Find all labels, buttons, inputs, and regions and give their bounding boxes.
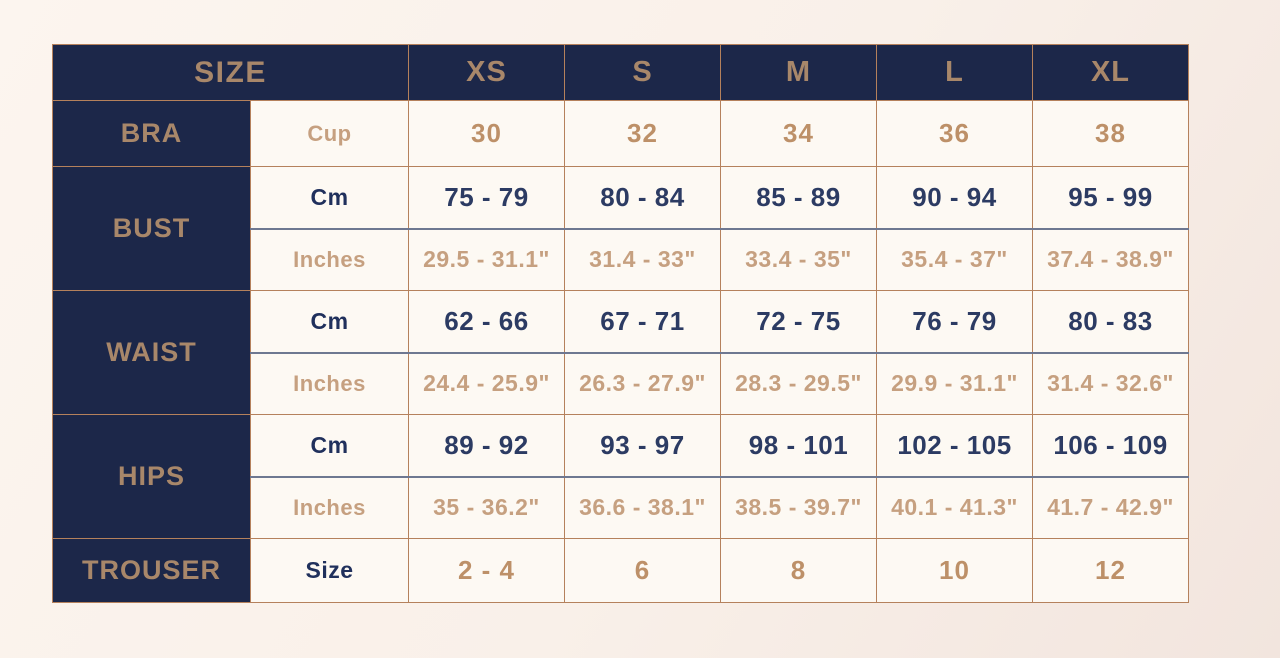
value-cell: 8 xyxy=(720,538,877,603)
sublabel-inches: Inches xyxy=(250,475,409,539)
value-cell: 38.5 - 39.7" xyxy=(720,475,877,539)
value-cell: 10 xyxy=(876,538,1033,603)
group-label-bra: BRA xyxy=(52,100,251,167)
group-label-waist: WAIST xyxy=(52,290,251,415)
value-cell: 40.1 - 41.3" xyxy=(876,475,1033,539)
value-cell: 29.9 - 31.1" xyxy=(876,351,1033,415)
group-label-bust: BUST xyxy=(52,166,251,291)
sublabel-size: Size xyxy=(250,538,409,603)
value-cell: 36.6 - 38.1" xyxy=(564,475,721,539)
value-cell: 106 - 109 xyxy=(1032,414,1189,477)
value-cell: 35 - 36.2" xyxy=(408,475,565,539)
value-cell: 89 - 92 xyxy=(408,414,565,477)
value-cell: 36 xyxy=(876,100,1033,167)
sublabel-cup: Cup xyxy=(250,100,409,167)
value-cell: 102 - 105 xyxy=(876,414,1033,477)
bra-row: BRA Cup 30 32 34 36 38 xyxy=(52,100,1189,167)
value-cell: 93 - 97 xyxy=(564,414,721,477)
value-cell: 76 - 79 xyxy=(876,290,1033,353)
value-cell: 31.4 - 32.6" xyxy=(1032,351,1189,415)
value-cell: 28.3 - 29.5" xyxy=(720,351,877,415)
sublabel-inches: Inches xyxy=(250,351,409,415)
value-cell: 6 xyxy=(564,538,721,603)
value-cell: 31.4 - 33" xyxy=(564,227,721,291)
value-cell: 33.4 - 35" xyxy=(720,227,877,291)
header-col-xs: XS xyxy=(408,44,565,101)
size-header-cell: SIZE xyxy=(52,44,409,101)
value-cell: 34 xyxy=(720,100,877,167)
value-cell: 41.7 - 42.9" xyxy=(1032,475,1189,539)
header-row: SIZE XS S M L XL xyxy=(52,44,1189,101)
header-col-m: M xyxy=(720,44,877,101)
group-label-hips: HIPS xyxy=(52,414,251,539)
value-cell: 12 xyxy=(1032,538,1189,603)
waist-cm-row: WAIST Cm 62 - 66 67 - 71 72 - 75 76 - 79… xyxy=(52,290,1189,415)
sublabel-cm: Cm xyxy=(250,290,409,353)
value-cell: 30 xyxy=(408,100,565,167)
value-cell: 26.3 - 27.9" xyxy=(564,351,721,415)
value-cell: 29.5 - 31.1" xyxy=(408,227,565,291)
value-cell: 80 - 83 xyxy=(1032,290,1189,353)
size-chart-table: SIZE XS S M L XL BRA Cup 30 32 34 36 38 … xyxy=(52,44,1189,603)
value-cell: 35.4 - 37" xyxy=(876,227,1033,291)
value-cell: 62 - 66 xyxy=(408,290,565,353)
header-col-s: S xyxy=(564,44,721,101)
group-label-trouser: TROUSER xyxy=(52,538,251,603)
value-cell: 80 - 84 xyxy=(564,166,721,229)
value-cell: 85 - 89 xyxy=(720,166,877,229)
sublabel-cm: Cm xyxy=(250,414,409,477)
value-cell: 95 - 99 xyxy=(1032,166,1189,229)
value-cell: 37.4 - 38.9" xyxy=(1032,227,1189,291)
hips-cm-row: HIPS Cm 89 - 92 93 - 97 98 - 101 102 - 1… xyxy=(52,414,1189,539)
value-cell: 75 - 79 xyxy=(408,166,565,229)
value-cell: 67 - 71 xyxy=(564,290,721,353)
header-col-l: L xyxy=(876,44,1033,101)
value-cell: 98 - 101 xyxy=(720,414,877,477)
bust-inches-row: Inches 29.5 - 31.1" 31.4 - 33" 33.4 - 35… xyxy=(53,227,1189,291)
value-cell: 72 - 75 xyxy=(720,290,877,353)
sublabel-cm: Cm xyxy=(250,166,409,229)
bust-cm-row: BUST Cm 75 - 79 80 - 84 85 - 89 90 - 94 … xyxy=(52,166,1189,291)
waist-inches-row: Inches 24.4 - 25.9" 26.3 - 27.9" 28.3 - … xyxy=(53,351,1189,415)
header-col-xl: XL xyxy=(1032,44,1189,101)
value-cell: 2 - 4 xyxy=(408,538,565,603)
trouser-row: TROUSER Size 2 - 4 6 8 10 12 xyxy=(52,538,1189,603)
sublabel-inches: Inches xyxy=(250,227,409,291)
value-cell: 38 xyxy=(1032,100,1189,167)
value-cell: 32 xyxy=(564,100,721,167)
value-cell: 24.4 - 25.9" xyxy=(408,351,565,415)
value-cell: 90 - 94 xyxy=(876,166,1033,229)
